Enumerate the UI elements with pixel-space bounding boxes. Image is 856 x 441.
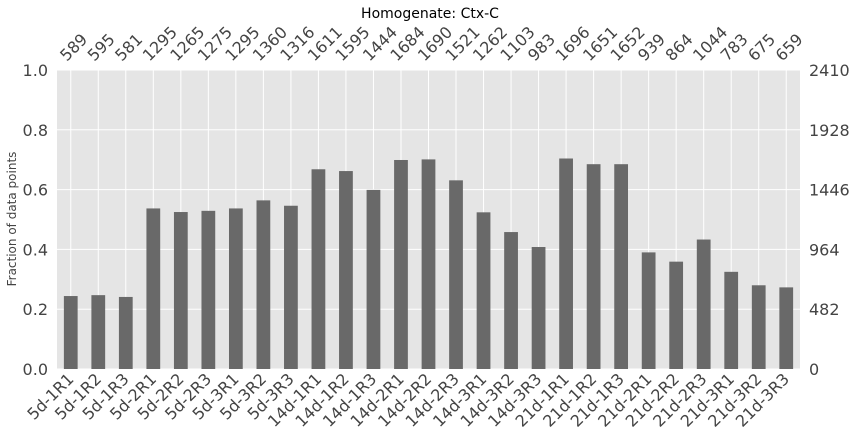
y2-tick-label: 482 [809,300,840,319]
y-axis-label: Fraction of data points [5,152,19,287]
bar [146,208,161,369]
bar [63,296,78,369]
bar [256,200,271,369]
bar [724,271,739,369]
y2-tick-label: 2410 [809,61,850,80]
right-axis: 0 482 964 1446 1928 2410 [809,61,850,379]
count-label: 589 [56,30,91,65]
bar [614,164,629,369]
bar [421,159,436,369]
count-label: 581 [111,30,146,65]
y2-tick-label: 964 [809,240,840,259]
y2-tick-label: 1928 [809,121,850,140]
count-label: 595 [84,30,119,65]
left-axis: 0.0 0.2 0.4 0.6 0.8 1.0 [23,61,48,379]
bar [586,164,601,369]
y-tick-label: 0.8 [23,121,48,140]
bar [449,180,463,369]
bar [366,189,381,369]
bar [751,285,766,369]
y-tick-label: 1.0 [23,61,48,80]
chart-title: Homogenate: Ctx-C [361,6,499,22]
bar [91,295,106,369]
y2-tick-label: 0 [809,360,819,379]
count-label: 864 [662,30,697,65]
bars [63,158,794,369]
bar [476,212,491,369]
y2-tick-label: 1446 [809,181,850,200]
bar [641,252,656,369]
count-label: 675 [744,30,779,65]
y-tick-label: 0.2 [23,300,48,319]
bar [228,208,243,369]
bar [394,159,408,369]
y-tick-label: 0.4 [23,240,48,259]
bar [669,261,684,369]
bar [201,210,216,369]
count-labels: 5895955811295126512751295136013161611159… [56,23,807,65]
bar [559,158,573,369]
x-axis-labels: 5d-1R15d-1R25d-1R35d-2R15d-2R25d-2R35d-3… [23,369,793,430]
bar [696,239,711,369]
bar [311,169,326,369]
bar [504,232,518,369]
count-label: 659 [772,30,807,65]
bar [531,247,546,369]
bar [339,171,353,369]
bar [173,212,188,369]
bar [779,287,794,369]
bar [284,205,298,369]
y-tick-label: 0.0 [23,360,48,379]
y-tick-label: 0.6 [23,181,48,200]
bar [118,296,133,369]
